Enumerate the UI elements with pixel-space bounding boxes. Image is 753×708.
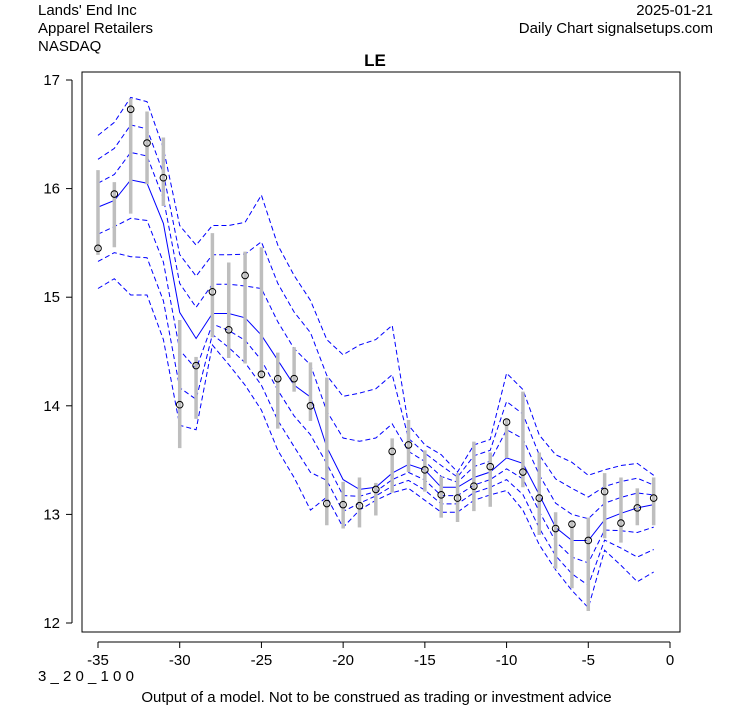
close-point [519,468,527,476]
close-point [175,400,184,409]
close-point [486,462,495,471]
model-upper-band-1 [97,151,654,520]
close-point [290,374,298,383]
plot-frame [81,71,681,633]
y-tick-label: 12 [43,615,60,632]
close-point [600,487,609,496]
x-tick-label: -15 [414,652,436,669]
chart-date: 2025-01-21 [636,2,713,19]
close-point [649,494,658,502]
model-code: 3 _ 2 0 _ 1 0 0 [38,668,134,685]
company-name: Lands' End Inc [38,2,137,19]
close-point [355,501,364,510]
y-tick-label: 17 [43,72,60,89]
close-point [273,374,282,383]
x-tick-label: -30 [169,652,191,669]
model-upper-band-3 [97,96,654,476]
close-point [208,287,217,296]
close-point [404,441,413,449]
x-tick-label: -35 [87,652,109,669]
y-tick-label: 13 [43,506,60,523]
chart-title: LE [364,51,386,70]
close-point [257,370,266,379]
close-point [453,494,462,502]
x-tick-label: -10 [496,652,518,669]
close-point [224,325,233,334]
source-label: Daily Chart signalsetups.com [518,20,713,37]
close-point [568,520,576,528]
close-point [421,466,429,474]
y-tick-label: 15 [43,289,60,306]
close-point [339,500,347,509]
close-point [143,139,151,147]
x-tick-label: -25 [251,652,273,669]
close-point [94,244,102,253]
close-point [159,173,168,182]
close-point [437,491,446,499]
x-tick-label: -5 [582,652,595,669]
close-point [372,485,380,494]
close-point [551,524,560,533]
close-point [470,482,478,490]
close-point [502,418,511,426]
close-point [617,519,625,527]
sector-label: Apparel Retailers [38,20,154,37]
disclaimer: Output of a model. Not to be construed a… [141,689,612,706]
close-point [110,190,119,198]
close-point [633,504,642,512]
close-point [535,494,544,502]
model-upper-band-2 [97,124,654,498]
close-point [126,105,135,114]
close-point [388,447,396,456]
x-tick-label: -20 [332,652,354,669]
close-point [192,361,200,370]
close-point [584,536,593,545]
exchange-label: NASDAQ [38,38,102,55]
x-tick-label: 0 [666,652,674,669]
y-tick-label: 16 [43,181,60,198]
y-tick-label: 14 [43,398,60,415]
close-point [323,499,331,508]
close-point [306,402,315,410]
close-point [241,271,249,280]
